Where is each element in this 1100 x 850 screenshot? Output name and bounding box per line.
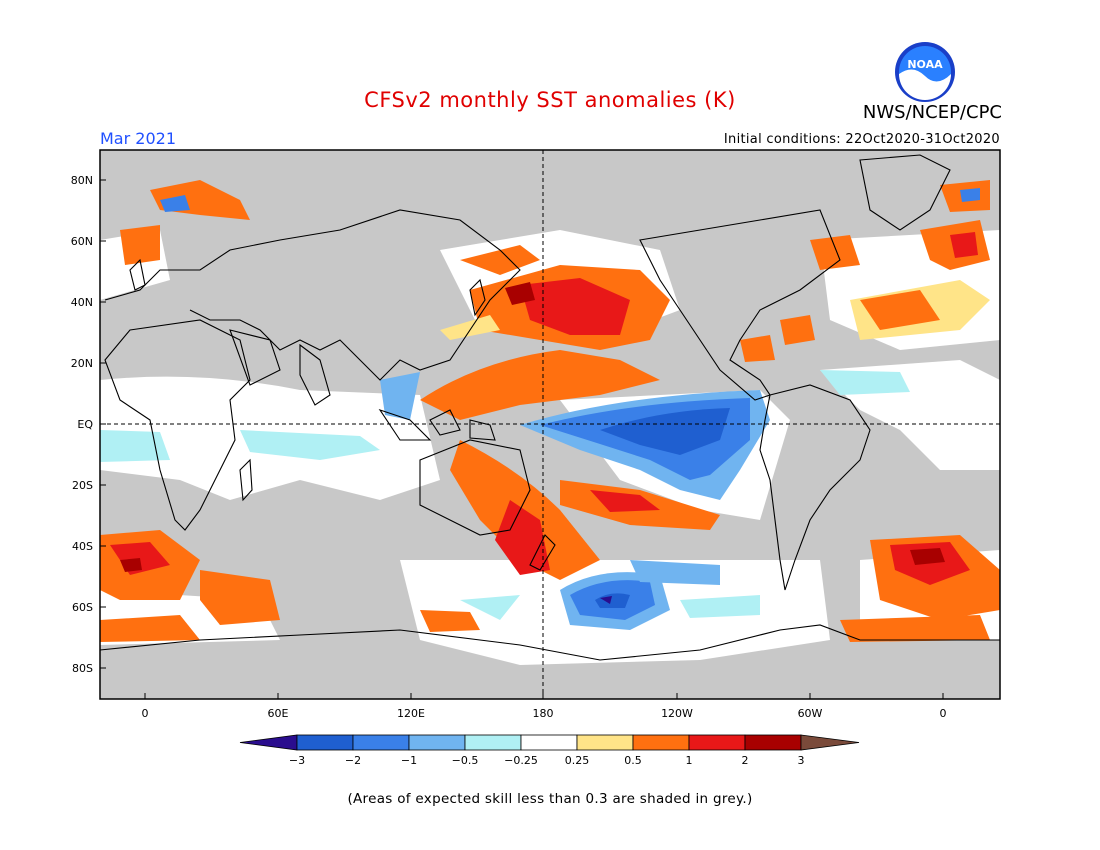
lat-label-20s: 20S [72, 479, 93, 492]
lon-label-120e: 120E [397, 707, 425, 720]
colorbar-tick-label: 0.25 [565, 754, 590, 767]
anomaly-field [100, 180, 1000, 665]
colorbar-tick-label: −1 [401, 754, 417, 767]
lon-label-120w: 120W [661, 707, 693, 720]
lon-label-60w: 60W [798, 707, 823, 720]
lat-label-40s: 40S [72, 540, 93, 553]
colorbar-arrow-high [800, 734, 860, 751]
lat-label-80s: 80S [72, 662, 93, 675]
colorbar-tick-label: 2 [742, 754, 749, 767]
colorbar-bin [296, 734, 354, 751]
colorbar-tick-label: −0.5 [452, 754, 479, 767]
coastlines [100, 154, 1000, 661]
logo-text: NOAA [907, 58, 943, 71]
map-title: CFSv2 monthly SST anomalies (K) [364, 88, 736, 112]
lon-label-0-east: 0 [940, 707, 947, 720]
colorbar-bin [520, 734, 578, 751]
initial-conditions: Initial conditions: 22Oct2020-31Oct2020 [723, 132, 1000, 147]
lon-label-180: 180 [533, 707, 554, 720]
lat-label-eq: EQ [77, 418, 93, 431]
colorbar-bin [632, 734, 690, 751]
noaa-logo-icon: NOAA [895, 42, 955, 102]
colorbar-tick-label: −3 [289, 754, 305, 767]
colorbar-tick-label: −0.25 [504, 754, 538, 767]
skill-note: (Areas of expected skill less than 0.3 a… [347, 791, 753, 807]
lat-axis: 80N 60N 40N 20N EQ 20S 40S 60S 80S [71, 174, 106, 675]
lat-label-60s: 60S [72, 601, 93, 614]
lon-label-0: 0 [142, 707, 149, 720]
colorbar-bin [576, 734, 634, 751]
colorbar: −3 −2 −1 −0.5 −0.25 0.25 0.5 1 2 3 [239, 734, 860, 767]
colorbar-tick-label: 0.5 [624, 754, 642, 767]
lat-label-40n: 40N [71, 296, 93, 309]
lat-label-60n: 60N [71, 235, 93, 248]
colorbar-bin [744, 734, 802, 751]
colorbar-bin [408, 734, 466, 751]
colorbar-bin [352, 734, 410, 751]
colorbar-bin [688, 734, 746, 751]
lat-label-80n: 80N [71, 174, 93, 187]
colorbar-arrow-low [239, 734, 298, 751]
lon-label-60e: 60E [268, 707, 289, 720]
forecast-month: Mar 2021 [100, 129, 176, 148]
lon-axis: 0 60E 120E 180 120W 60W 0 [142, 693, 947, 720]
colorbar-tick-label: 3 [798, 754, 805, 767]
colorbar-bin [464, 734, 522, 751]
colorbar-tick-label: 1 [686, 754, 693, 767]
colorbar-tick-label: −2 [345, 754, 361, 767]
agency-label: NWS/NCEP/CPC [862, 102, 1002, 123]
lat-label-20n: 20N [71, 357, 93, 370]
